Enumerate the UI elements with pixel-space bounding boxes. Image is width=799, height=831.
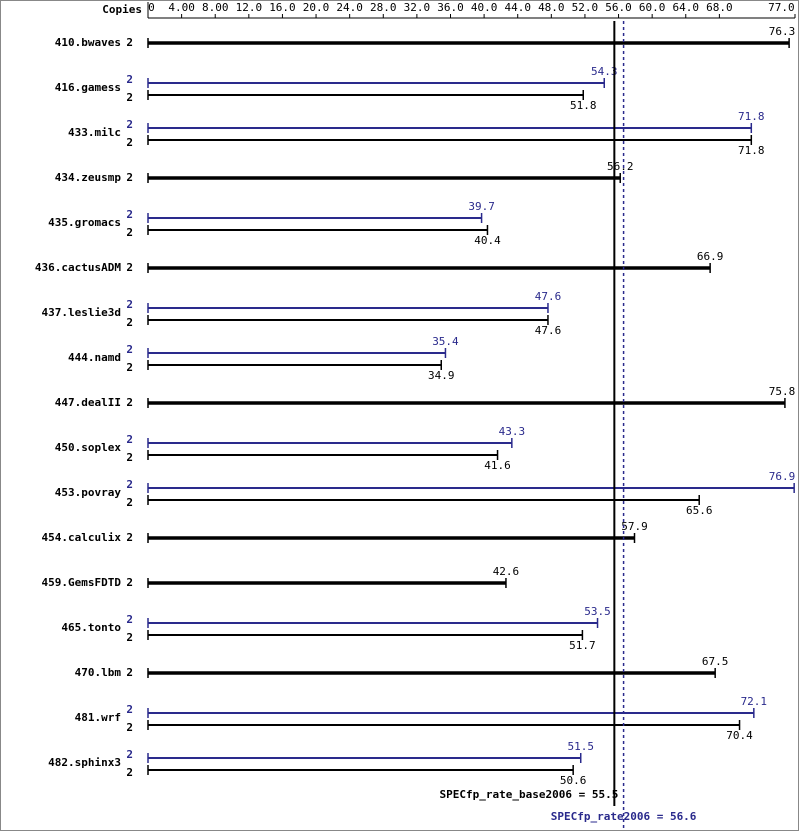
x-tick-label: 8.00 xyxy=(202,1,229,14)
copies-label: 2 xyxy=(126,396,133,409)
value-label: 75.8 xyxy=(769,385,796,398)
benchmark-label: 481.wrf xyxy=(75,711,121,724)
value-label: 34.9 xyxy=(428,369,455,382)
copies-label: 2 xyxy=(126,703,133,716)
value-label: 56.2 xyxy=(607,160,634,173)
value-label: 47.6 xyxy=(535,290,562,303)
benchmark-label: 410.bwaves xyxy=(55,36,121,49)
x-tick-label: 64.0 xyxy=(673,1,700,14)
value-label: 51.5 xyxy=(567,740,594,753)
x-tick-label: 32.0 xyxy=(404,1,431,14)
value-label: 51.8 xyxy=(570,99,597,112)
x-tick-label: 56.0 xyxy=(605,1,632,14)
copies-header: Copies xyxy=(102,3,142,16)
copies-label: 2 xyxy=(126,226,133,239)
x-tick-label: 24.0 xyxy=(336,1,363,14)
benchmark-label: 482.sphinx3 xyxy=(48,756,121,769)
value-label: 71.8 xyxy=(738,144,765,157)
copies-label: 2 xyxy=(126,298,133,311)
value-label: 70.4 xyxy=(726,729,753,742)
x-tick-label: 48.0 xyxy=(538,1,565,14)
value-label: 41.6 xyxy=(484,459,511,472)
copies-label: 2 xyxy=(126,631,133,644)
x-tick-label: 44.0 xyxy=(504,1,531,14)
value-label: 54.3 xyxy=(591,65,618,78)
value-label: 42.6 xyxy=(493,565,520,578)
x-tick-label: 12.0 xyxy=(236,1,263,14)
copies-label: 2 xyxy=(126,748,133,761)
copies-label: 2 xyxy=(126,666,133,679)
x-tick-label: 68.0 xyxy=(706,1,733,14)
x-tick-label: 36.0 xyxy=(437,1,464,14)
value-label: 57.9 xyxy=(621,520,648,533)
benchmark-label: 444.namd xyxy=(68,351,121,364)
copies-label: 2 xyxy=(126,531,133,544)
x-tick-label: 4.00 xyxy=(168,1,195,14)
benchmark-label: 453.povray xyxy=(55,486,122,499)
copies-label: 2 xyxy=(126,73,133,86)
copies-label: 2 xyxy=(126,766,133,779)
benchmark-label: 459.GemsFDTD xyxy=(42,576,122,589)
reference-label: SPECfp_rate2006 = 56.6 xyxy=(551,810,697,823)
value-label: 53.5 xyxy=(584,605,611,618)
value-label: 35.4 xyxy=(432,335,459,348)
copies-label: 2 xyxy=(126,721,133,734)
value-label: 47.6 xyxy=(535,324,562,337)
x-tick-label: 20.0 xyxy=(303,1,330,14)
copies-label: 2 xyxy=(126,451,133,464)
x-tick-label: 60.0 xyxy=(639,1,666,14)
x-tick-label: 28.0 xyxy=(370,1,397,14)
benchmark-label: 416.gamess xyxy=(55,81,121,94)
x-tick-label: 77.0 xyxy=(768,1,795,14)
x-tick-label: 0 xyxy=(148,1,155,14)
value-label: 76.9 xyxy=(769,470,796,483)
copies-label: 2 xyxy=(126,478,133,491)
benchmark-label: 447.dealII xyxy=(55,396,121,409)
value-label: 67.5 xyxy=(702,655,729,668)
value-label: 43.3 xyxy=(499,425,526,438)
reference-label: SPECfp_rate_base2006 = 55.5 xyxy=(440,788,619,801)
copies-label: 2 xyxy=(126,208,133,221)
copies-label: 2 xyxy=(126,261,133,274)
x-tick-label: 40.0 xyxy=(471,1,498,14)
benchmark-label: 434.zeusmp xyxy=(55,171,122,184)
value-label: 39.7 xyxy=(468,200,495,213)
value-label: 71.8 xyxy=(738,110,765,123)
copies-label: 2 xyxy=(126,343,133,356)
benchmark-label: 465.tonto xyxy=(61,621,121,634)
value-label: 51.7 xyxy=(569,639,596,652)
benchmark-label: 450.soplex xyxy=(55,441,122,454)
copies-label: 2 xyxy=(126,361,133,374)
value-label: 50.6 xyxy=(560,774,587,787)
copies-label: 2 xyxy=(126,36,133,49)
benchmark-label: 470.lbm xyxy=(75,666,122,679)
copies-label: 2 xyxy=(126,91,133,104)
benchmark-label: 436.cactusADM xyxy=(35,261,121,274)
benchmark-label: 437.leslie3d xyxy=(42,306,121,319)
benchmark-label: 433.milc xyxy=(68,126,121,139)
copies-label: 2 xyxy=(126,171,133,184)
x-tick-label: 16.0 xyxy=(269,1,296,14)
value-label: 66.9 xyxy=(697,250,724,263)
benchmark-label: 454.calculix xyxy=(42,531,122,544)
benchmark-label: 435.gromacs xyxy=(48,216,121,229)
copies-label: 2 xyxy=(126,576,133,589)
copies-label: 2 xyxy=(126,496,133,509)
x-tick-label: 52.0 xyxy=(572,1,599,14)
copies-label: 2 xyxy=(126,118,133,131)
value-label: 72.1 xyxy=(741,695,768,708)
value-label: 65.6 xyxy=(686,504,713,517)
copies-label: 2 xyxy=(126,136,133,149)
copies-label: 2 xyxy=(126,316,133,329)
copies-label: 2 xyxy=(126,433,133,446)
copies-label: 2 xyxy=(126,613,133,626)
value-label: 76.3 xyxy=(769,25,796,38)
value-label: 40.4 xyxy=(474,234,501,247)
